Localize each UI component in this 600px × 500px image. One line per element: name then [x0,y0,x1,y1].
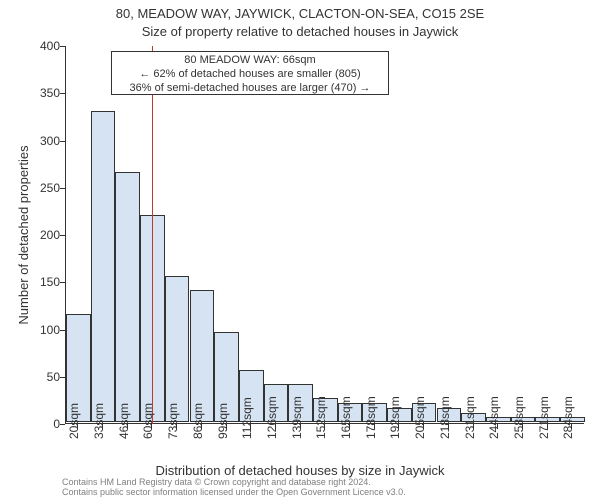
y-tick-mark [60,330,65,331]
annotation-callout: 80 MEADOW WAY: 66sqm ← 62% of detached h… [111,51,389,95]
annotation-line2: ← 62% of detached houses are smaller (80… [116,68,384,82]
y-tick-label: 300 [20,134,60,148]
y-tick-label: 400 [20,39,60,53]
y-tick-label: 0 [20,417,60,431]
y-tick-mark [60,377,65,378]
attribution-text: Contains HM Land Registry data © Crown c… [62,478,406,498]
plot-area [65,46,584,424]
y-tick-mark [60,424,65,425]
y-tick-mark [60,46,65,47]
attribution-line2: Contains public sector information licen… [62,488,406,498]
x-axis-label: Distribution of detached houses by size … [0,463,600,478]
marker-line [152,46,153,424]
plot-inner [65,46,584,424]
y-tick-label: 100 [20,323,60,337]
y-tick-mark [60,93,65,94]
bar [91,111,116,422]
y-tick-label: 200 [20,228,60,242]
chart-page: 80, MEADOW WAY, JAYWICK, CLACTON-ON-SEA,… [0,0,600,500]
annotation-line1: 80 MEADOW WAY: 66sqm [116,54,384,68]
page-title-line2: Size of property relative to detached ho… [0,24,600,39]
y-tick-label: 150 [20,275,60,289]
annotation-line3: 36% of semi-detached houses are larger (… [116,82,384,96]
bar [115,172,140,422]
bar [165,276,190,422]
page-title-line1: 80, MEADOW WAY, JAYWICK, CLACTON-ON-SEA,… [0,6,600,21]
y-tick-mark [60,188,65,189]
y-tick-mark [60,235,65,236]
y-tick-label: 250 [20,181,60,195]
y-tick-label: 350 [20,86,60,100]
y-tick-mark [60,282,65,283]
y-tick-mark [60,141,65,142]
y-tick-label: 50 [20,370,60,384]
